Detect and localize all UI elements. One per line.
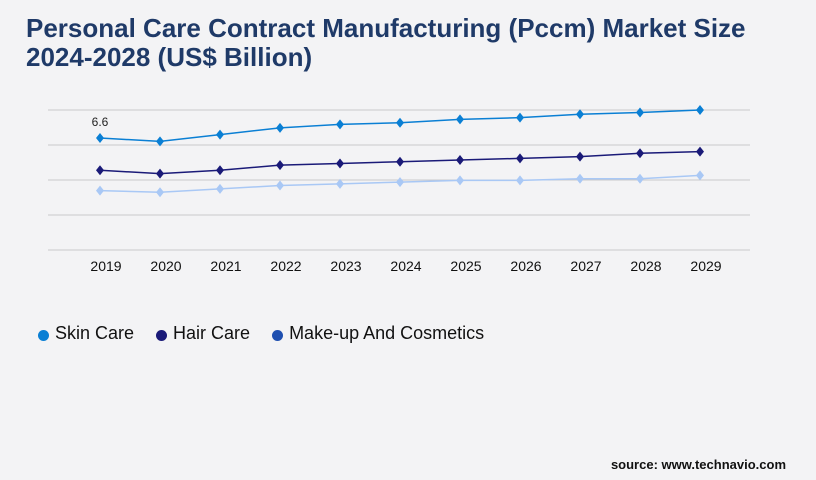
x-tick-label: 2022 — [270, 258, 301, 274]
data-point — [636, 148, 644, 159]
legend: Skin Care Hair Care Make-up And Cosmetics — [38, 323, 484, 344]
legend-item: Make-up And Cosmetics — [272, 323, 484, 344]
data-point — [156, 168, 164, 179]
data-point — [216, 165, 224, 176]
data-point — [516, 112, 524, 123]
source-text: source: www.technavio.com — [610, 457, 786, 472]
x-tick-label: 2021 — [210, 258, 241, 274]
legend-marker — [156, 329, 168, 341]
x-tick-label: 2023 — [330, 258, 361, 274]
data-label: 6.6 — [92, 115, 109, 129]
data-point — [96, 165, 104, 176]
data-point — [216, 129, 224, 140]
data-point — [516, 153, 524, 164]
legend-item: Skin Care — [38, 323, 134, 344]
data-point — [96, 133, 104, 143]
legend-marker — [272, 329, 284, 341]
x-tick-label: 2019 — [90, 258, 121, 274]
x-tick-label: 2026 — [510, 258, 541, 274]
data-point — [96, 185, 104, 196]
data-point — [636, 107, 644, 118]
data-point — [216, 183, 224, 194]
data-point — [456, 155, 464, 166]
legend-label: Make-up And Cosmetics — [289, 323, 485, 343]
data-point — [696, 170, 704, 181]
x-tick-label: 2025 — [450, 258, 481, 274]
data-point — [276, 160, 284, 171]
x-tick-label: 2024 — [390, 258, 421, 274]
data-point — [516, 175, 524, 186]
data-point — [576, 151, 584, 162]
x-tick-label: 2027 — [570, 258, 601, 274]
chart-title: Personal Care Contract Manufacturing (Pc… — [26, 13, 746, 72]
data-point — [276, 122, 284, 133]
legend-marker — [38, 329, 49, 341]
data-point — [396, 156, 404, 167]
data-point — [576, 173, 584, 184]
x-tick-label: 2029 — [690, 258, 721, 274]
data-point — [336, 119, 344, 130]
data-point — [336, 158, 344, 169]
x-tick-label: 2020 — [150, 258, 181, 274]
data-point — [156, 136, 164, 147]
data-point — [456, 114, 464, 125]
data-point — [696, 146, 704, 157]
data-point — [396, 117, 404, 128]
legend-item: Hair Care — [156, 323, 250, 344]
data-point — [576, 109, 584, 120]
data-point — [276, 180, 284, 191]
data-point — [396, 177, 404, 188]
legend-label: Hair Care — [173, 323, 251, 343]
data-point — [696, 105, 704, 115]
data-point — [336, 178, 344, 189]
legend-label: Skin Care — [55, 323, 135, 343]
x-tick-label: 2028 — [630, 258, 661, 274]
data-point — [456, 175, 464, 186]
data-point — [156, 187, 164, 198]
data-point — [636, 173, 644, 184]
